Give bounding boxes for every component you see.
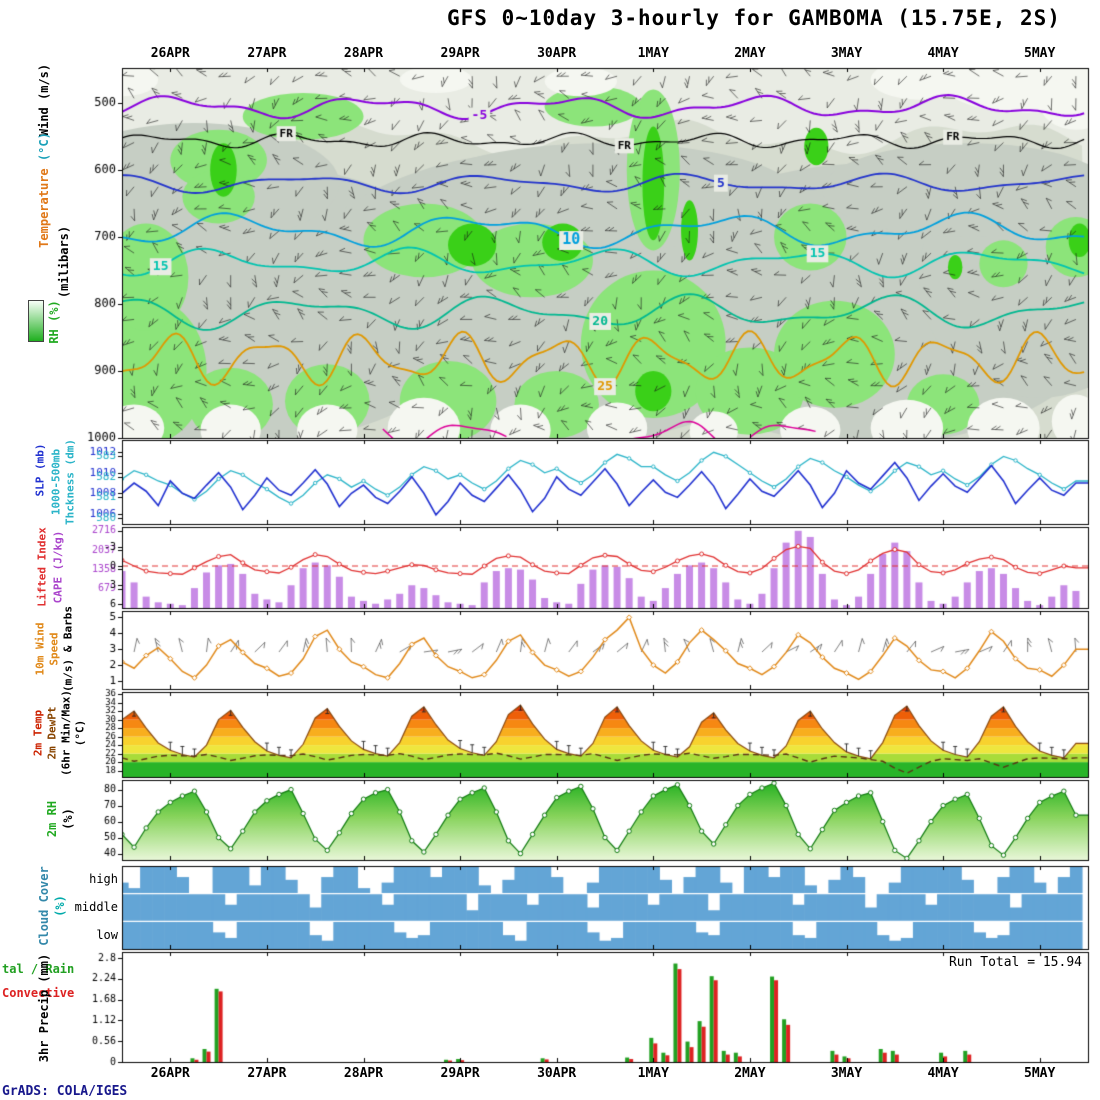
cloud-row-high: high: [89, 872, 118, 886]
date-label: 5MAY: [1024, 46, 1056, 61]
date-label: 3MAY: [830, 46, 863, 61]
axis-label-milibars: (milibars): [57, 225, 71, 299]
date-label: 4MAY: [927, 1066, 959, 1081]
run-total: Run Total = 15.94: [948, 955, 1082, 970]
axis-label-10m-wind: 10m Wind: [33, 622, 47, 676]
axis-label-3hr-precip: 3hr Precip (mm): [37, 953, 51, 1063]
date-label: 1MAY: [637, 1066, 669, 1081]
date-label: 28APR: [343, 46, 384, 61]
date-label: 30APR: [537, 46, 577, 61]
cloud-row-middle: middle: [74, 900, 118, 914]
axis-label-2m-dewpt: 2m DewPt: [45, 706, 59, 760]
date-label: 29APR: [440, 46, 480, 61]
axis-label-temp-unit: (°C): [73, 719, 87, 747]
axis-label-thickness-2: Thckness (dm): [63, 438, 77, 526]
axis-label-wind: Wind (m/s): [37, 63, 51, 137]
bottom-date-axis: 26APR 27APR 28APR 29APR 30APR 1MAY 2MAY 3MAY 4MA…: [0, 1066, 1100, 1082]
chart-title: GFS 0~10day 3-hourly for GAMBOMA (15.75E…: [447, 6, 1061, 30]
rh-colorbar: [28, 300, 44, 342]
precip-rain-label: tal / Rain: [2, 962, 75, 976]
date-label: 27APR: [247, 1066, 287, 1081]
date-label: 2MAY: [734, 46, 766, 61]
axis-label-10m-units: (m/s) & Barbs: [61, 605, 75, 693]
date-label: 2MAY: [734, 1066, 766, 1081]
date-label: 29APR: [440, 1066, 480, 1081]
date-label: 27APR: [247, 46, 287, 61]
axis-label-temperature-unit: (°C): [37, 132, 51, 162]
axis-label-2m-temp: 2m Temp: [31, 709, 45, 757]
date-label: 1MAY: [637, 46, 669, 61]
top-date-axis: 26APR 27APR 28APR 29APR 30APR 1MAY 2MAY 3MAY 4MA…: [0, 46, 1100, 62]
date-label: 3MAY: [830, 1066, 863, 1081]
axis-label-temperature-word: Temperature: [37, 168, 51, 248]
axis-label-slp: SLP (mb): [33, 443, 47, 497]
axis-label-rh: RH (%): [47, 300, 61, 344]
axis-label-thickness-1: 1000-500mb: [49, 448, 63, 516]
grads-credit: GrADS: COLA/IGES: [2, 1084, 128, 1099]
precip-convective-label: Convective: [2, 986, 75, 1000]
axis-label-cape: CAPE (J/kg): [51, 530, 65, 604]
date-label: 4MAY: [927, 46, 959, 61]
date-label: 28APR: [343, 1066, 384, 1081]
date-label: 26APR: [150, 46, 190, 61]
date-label: 30APR: [537, 1066, 577, 1081]
date-label: 5MAY: [1024, 1066, 1056, 1081]
axis-label-minmax: (6hr Min/Max): [59, 689, 73, 777]
axis-label-2m-rh-unit: (%): [61, 808, 75, 830]
cloud-row-low: low: [96, 928, 118, 942]
axis-label-2m-rh: 2m RH: [45, 800, 59, 838]
date-label: 26APR: [150, 1066, 190, 1081]
axis-label-10m-speed: Speed: [47, 632, 61, 666]
axis-label-lifted-index: Lifted Index: [35, 527, 49, 607]
axis-label-temperature: Temperature (°C): [37, 132, 51, 248]
